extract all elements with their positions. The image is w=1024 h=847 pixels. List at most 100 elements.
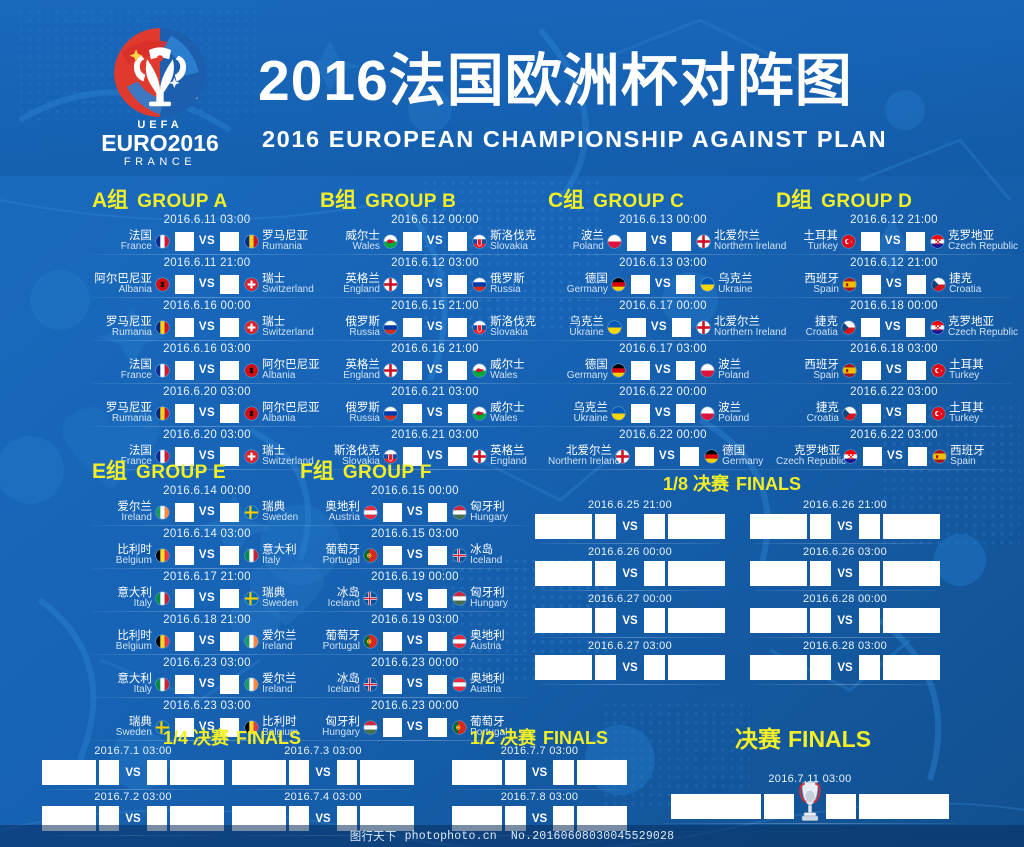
home-score-box[interactable] [809,561,832,586]
home-score-box[interactable] [630,360,650,380]
home-score-box[interactable] [626,231,646,251]
home-score-box[interactable] [174,403,194,423]
away-score-box[interactable] [220,360,240,380]
away-score-box[interactable] [336,806,357,831]
home-score-box[interactable] [289,760,310,785]
away-score-box[interactable] [220,231,240,251]
away-score-box[interactable] [448,231,468,251]
away-score-box[interactable] [826,794,856,819]
away-score-box[interactable] [672,317,691,337]
home-score-box[interactable] [402,360,422,380]
away-team-name-box[interactable] [668,514,725,539]
home-score-box[interactable] [809,608,832,633]
away-score-box[interactable] [428,674,448,694]
home-score-box[interactable] [174,446,194,466]
home-score-box[interactable] [861,403,881,423]
away-score-box[interactable] [448,446,468,466]
away-score-box[interactable] [146,806,167,831]
away-score-box[interactable] [907,274,927,294]
away-score-box[interactable] [553,760,574,785]
away-score-box[interactable] [220,403,240,423]
away-score-box[interactable] [220,545,240,565]
away-score-box[interactable] [908,446,928,466]
home-score-box[interactable] [382,502,402,522]
away-score-box[interactable] [676,360,696,380]
home-score-box[interactable] [861,274,881,294]
home-team-name-box[interactable] [42,760,97,785]
home-score-box[interactable] [174,502,194,522]
away-score-box[interactable] [428,545,448,565]
home-score-box[interactable] [505,806,526,831]
away-team-name-box[interactable] [169,760,224,785]
home-score-box[interactable] [402,403,422,423]
away-score-box[interactable] [680,446,700,466]
home-team-name-box[interactable] [535,561,592,586]
home-score-box[interactable] [863,446,882,466]
home-score-box[interactable] [402,446,422,466]
home-score-box[interactable] [594,608,617,633]
away-score-box[interactable] [220,502,240,522]
away-score-box[interactable] [858,655,881,680]
home-team-name-box[interactable] [535,608,592,633]
home-score-box[interactable] [626,317,646,337]
away-team-name-box[interactable] [576,760,627,785]
home-score-box[interactable] [402,231,422,251]
away-score-box[interactable] [448,317,468,337]
away-score-box[interactable] [448,360,468,380]
away-score-box[interactable] [146,760,167,785]
home-team-name-box[interactable] [535,514,592,539]
away-score-box[interactable] [428,631,448,651]
home-score-box[interactable] [99,760,120,785]
home-score-box[interactable] [99,806,120,831]
home-team-name-box[interactable] [750,608,807,633]
away-score-box[interactable] [907,403,927,423]
home-score-box[interactable] [860,231,880,251]
away-score-box[interactable] [907,360,927,380]
away-score-box[interactable] [448,403,468,423]
away-score-box[interactable] [220,717,240,737]
away-score-box[interactable] [858,608,881,633]
home-score-box[interactable] [174,588,194,608]
home-score-box[interactable] [594,514,617,539]
away-team-name-box[interactable] [883,514,940,539]
away-score-box[interactable] [676,274,696,294]
away-score-box[interactable] [553,806,574,831]
home-score-box[interactable] [402,317,422,337]
home-score-box[interactable] [505,760,526,785]
home-score-box[interactable] [382,588,402,608]
away-score-box[interactable] [220,274,240,294]
home-team-name-box[interactable] [750,655,807,680]
away-team-name-box[interactable] [883,608,940,633]
home-score-box[interactable] [382,631,402,651]
home-score-box[interactable] [174,317,194,337]
home-team-name-box[interactable] [232,760,287,785]
away-score-box[interactable] [336,760,357,785]
home-score-box[interactable] [174,545,194,565]
home-score-box[interactable] [174,674,194,694]
home-score-box[interactable] [402,274,422,294]
home-team-name-box[interactable] [750,514,807,539]
away-score-box[interactable] [220,588,240,608]
away-score-box[interactable] [448,274,468,294]
home-score-box[interactable] [764,794,794,819]
home-score-box[interactable] [594,561,617,586]
home-team-name-box[interactable] [535,655,592,680]
home-score-box[interactable] [861,360,881,380]
away-score-box[interactable] [220,674,240,694]
home-score-box[interactable] [174,717,194,737]
home-score-box[interactable] [594,655,617,680]
home-score-box[interactable] [809,655,832,680]
away-score-box[interactable] [643,608,666,633]
away-team-name-box[interactable] [883,655,940,680]
away-score-box[interactable] [428,588,448,608]
away-score-box[interactable] [220,446,240,466]
away-team-name-box[interactable] [359,760,414,785]
home-score-box[interactable] [630,274,650,294]
away-score-box[interactable] [220,631,240,651]
away-score-box[interactable] [428,717,448,737]
away-score-box[interactable] [858,514,881,539]
home-score-box[interactable] [174,274,194,294]
home-score-box[interactable] [630,403,650,423]
home-score-box[interactable] [174,360,194,380]
away-score-box[interactable] [906,317,925,337]
